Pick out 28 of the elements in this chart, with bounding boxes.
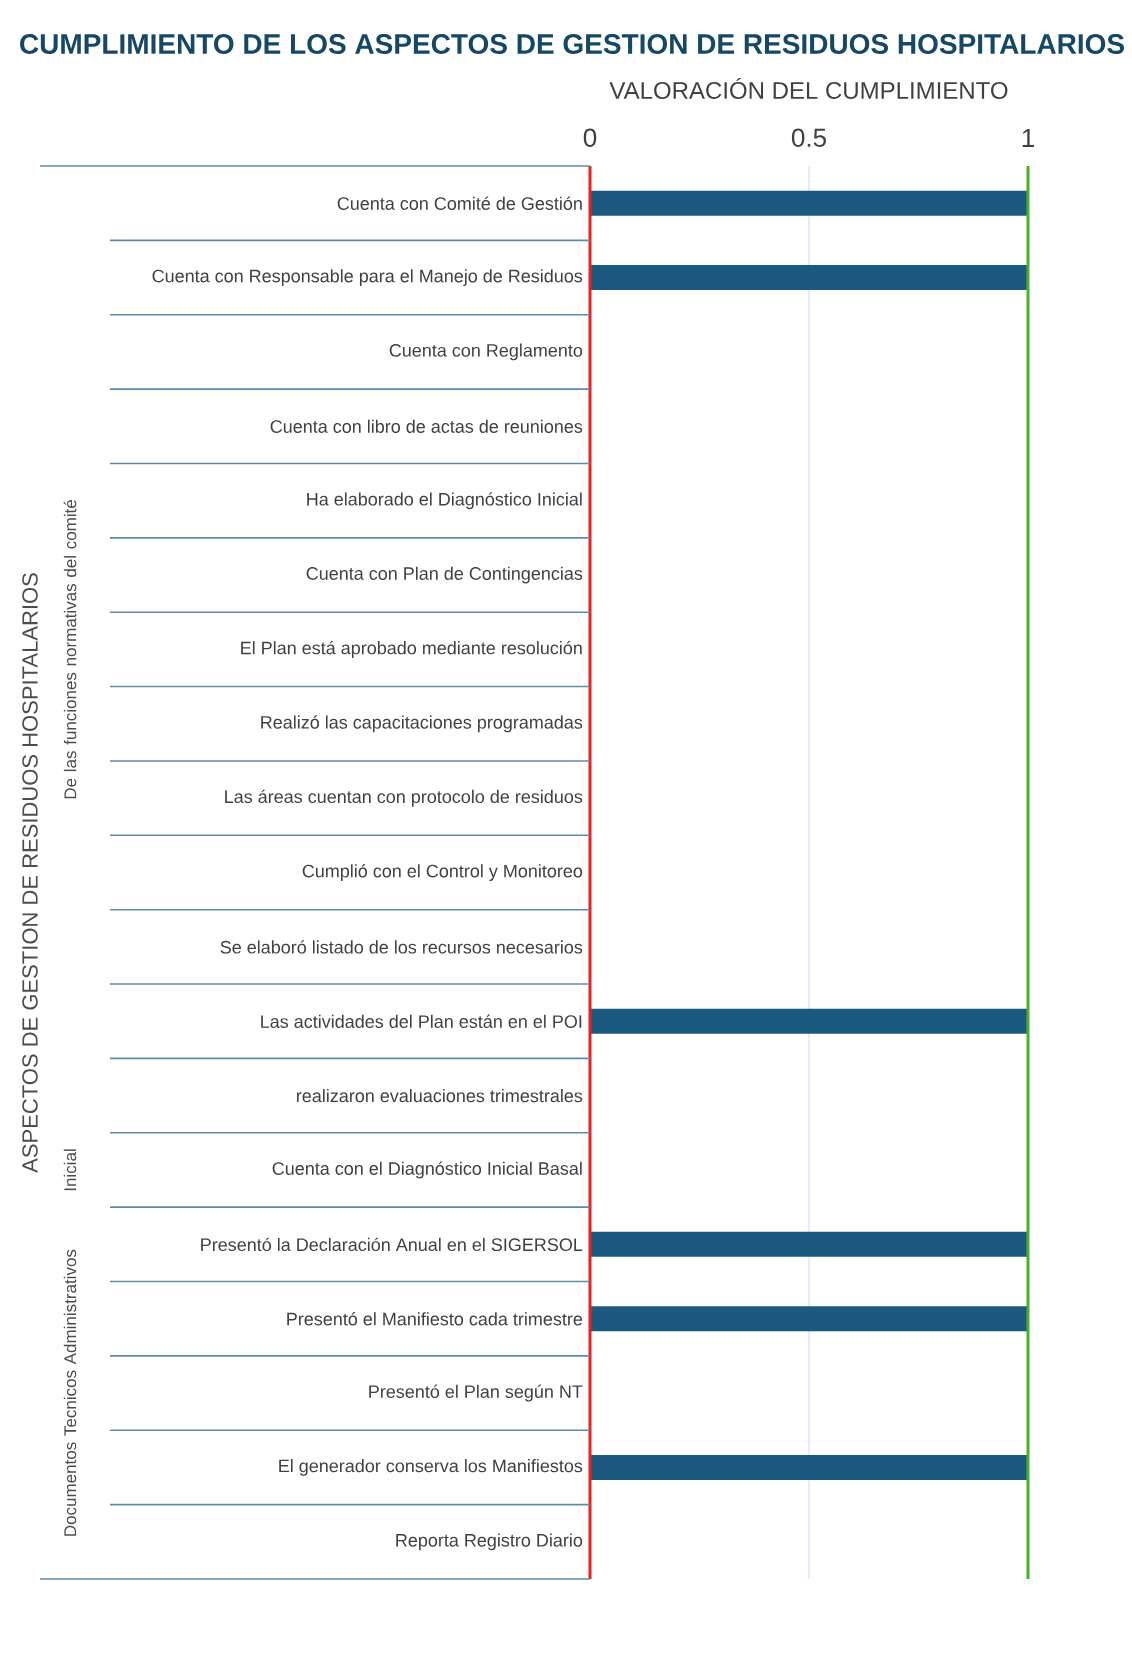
y-tick-label: Realizó las capacitaciones programadas — [261, 715, 583, 733]
y-tick-label: Cuenta con Plan de Contingencias — [306, 566, 583, 584]
y-tick-label: Cuenta con libro de actas de reuniones — [270, 419, 583, 433]
y-tick-label: Presentó el Plan según NT — [369, 1384, 583, 1402]
y-tick-label: Cuenta con el Diagnóstico Inicial Basal — [272, 1161, 582, 1179]
text: Documentos Tecnicos Administrativos — [63, 1249, 77, 1536]
x-axis-title: VALORACIÓN DEL CUMPLIMIENTO — [609, 77, 1008, 99]
y-tick-label: Las actividades del Plan están en el POI — [261, 1014, 582, 1028]
chart-title: CUMPLIMIENTO DE LOS ASPECTOS DE GESTION DE RESIDUOS HOSPITALARIOS — [20, 34, 1125, 54]
text: De las funciones normativas del comité — [63, 500, 77, 799]
y-tick-label: Cumplió con el Control y Monitoreo — [302, 864, 583, 882]
x-tick-label: 1 — [1022, 129, 1035, 147]
y-tick-label: Las áreas cuentan con protocolo de residuos — [225, 789, 583, 807]
x-tick-label: 0.5 — [792, 128, 827, 147]
y-tick-label: El Plan está aprobado mediante resolución — [241, 640, 582, 658]
y-tick-label: Cuenta con Responsable para el Manejo de Residuos — [152, 269, 583, 286]
y-tick-label: realizaron evaluaciones trimestrales — [297, 1089, 583, 1103]
text: Inicial — [63, 1149, 77, 1191]
y-tick-label: Presentó el Manifiesto cada trimestre — [287, 1312, 583, 1326]
x-tick-label: 0 — [583, 128, 597, 147]
y-tick-label: El generador conserva los Manifiestos — [279, 1459, 583, 1476]
y-tick-label: Reporta Registro Diario — [396, 1533, 583, 1551]
y-tick-label: Ha elaborado el Diagnóstico Inicial — [307, 492, 582, 510]
text: ASPECTOS DE GESTION DE RESIDUOS HOSPITALARIOS — [22, 573, 38, 1173]
y-tick-label: Cuenta con Comité de Gestión — [337, 196, 582, 210]
y-tick-label: Se elaboró listado de los recursos necesarios — [220, 940, 583, 954]
y-tick-label: Cuenta con Reglamento — [389, 343, 583, 361]
y-tick-label: Presentó la Declaración Anual en el SIGERSOL — [201, 1237, 583, 1252]
